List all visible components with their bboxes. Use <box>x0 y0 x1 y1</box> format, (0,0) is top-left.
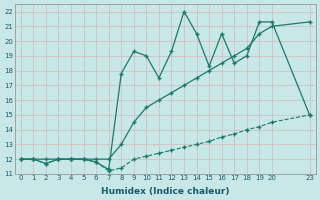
X-axis label: Humidex (Indice chaleur): Humidex (Indice chaleur) <box>101 187 229 196</box>
